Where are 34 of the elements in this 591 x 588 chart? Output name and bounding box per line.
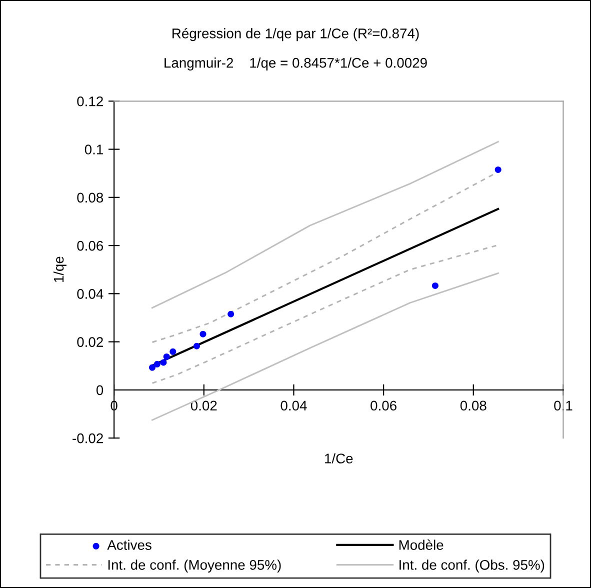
point [193,342,200,350]
point [154,360,160,368]
y-tick-label: 0.06 [77,240,104,251]
x-tick-label: 0.04 [280,400,307,411]
point [228,310,234,318]
chart-title: Régression de 1/qe par 1/Ce (R²=0.874) [172,28,419,42]
point [432,282,438,289]
legend-label: Int. de conf. (Obs. 95%) [400,560,544,573]
point [170,348,176,355]
legend-label: Modèle [399,540,444,550]
point [163,353,170,360]
x-axis-title: 1/Ce [325,453,353,464]
point [148,364,156,371]
legend-label: Actives [107,540,152,550]
y-tick-label: 0.04 [77,289,104,299]
y-tick-label: 0.1 [84,144,103,154]
y-axis-title: 1/qe [53,256,66,282]
line-series [151,244,499,384]
x-tick-label: 0.08 [460,400,486,411]
x-tick-label: 0.1 [554,400,572,411]
chart-subtitle: Langmuir-2 1/qe = 0.8457*1/Ce + 0.0029 [164,58,427,70]
legend-label: Int. de conf. (Moyenne 95%) [108,560,281,573]
y-tick-label: 0.12 [77,96,103,106]
y-tick-label: 0.02 [77,337,103,347]
x-tick-label: 0.06 [370,400,396,411]
point [200,330,206,338]
x-tick-label: 0.02 [190,400,217,411]
line-series [151,141,499,309]
point [494,166,502,173]
y-tick-label: 0 [96,385,104,396]
point [160,359,167,366]
y-tick-label: 0.08 [77,192,104,203]
y-tick-label: -0.02 [72,433,103,444]
line-series [151,272,499,421]
